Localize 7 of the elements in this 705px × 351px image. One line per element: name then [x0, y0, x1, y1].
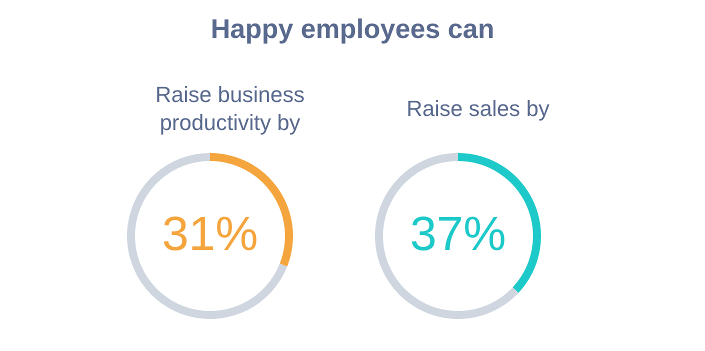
text: Happy employees can: [210, 14, 496, 45]
data-label: 37%: [410, 208, 506, 261]
chart-subtitle: Raise sales by: [405, 95, 551, 123]
data-label: 31%: [162, 208, 258, 261]
donut-slice: [127, 153, 288, 319]
chart-subtitle: Raise business productivity by: [154, 81, 306, 137]
donut-slice: [375, 153, 519, 319]
